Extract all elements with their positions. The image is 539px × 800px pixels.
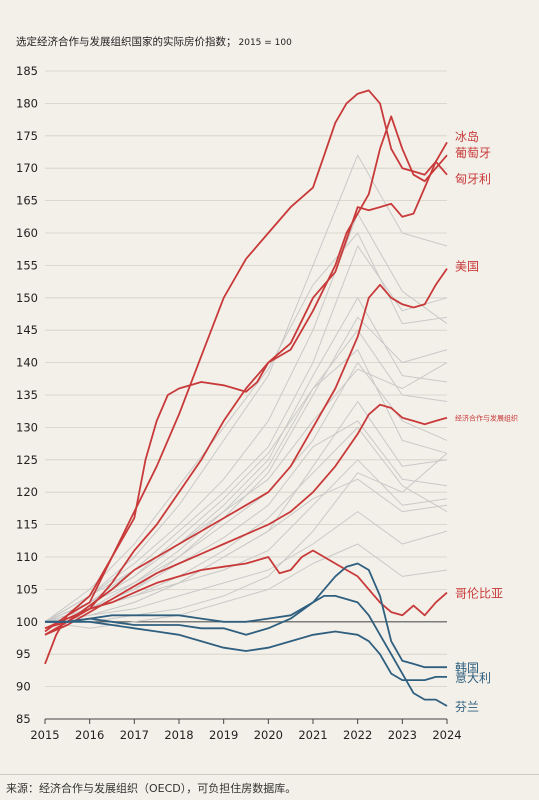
x-tick-label: 2018: [164, 728, 193, 742]
x-tick-label: 2016: [75, 728, 104, 742]
y-tick-label: 145: [16, 323, 38, 337]
background-series-line: [44, 401, 448, 623]
series-label: 芬兰: [455, 700, 479, 714]
y-tick-label: 130: [16, 420, 38, 434]
series-line: [44, 115, 448, 630]
y-tick-label: 115: [16, 518, 38, 532]
series-label: 葡萄牙: [455, 146, 491, 160]
series-line: [44, 89, 448, 633]
series-label: 韩国: [455, 660, 479, 675]
y-tick-label: 155: [16, 258, 38, 272]
chart-title-unit: 2015 = 100: [238, 38, 292, 48]
y-tick-label: 140: [16, 356, 38, 370]
series-line: [44, 549, 448, 630]
y-tick-label: 120: [16, 485, 38, 499]
x-tick-label: 2022: [343, 728, 372, 742]
background-series-line: [44, 478, 448, 623]
y-tick-label: 100: [16, 615, 38, 629]
background-series-line: [44, 213, 448, 623]
y-tick-label: 180: [16, 96, 38, 110]
x-tick-label: 2019: [209, 728, 238, 742]
series-label: 哥伦比亚: [455, 586, 503, 601]
y-tick-label: 160: [16, 226, 38, 240]
series-label: 经济合作与发展组织: [455, 414, 518, 423]
series-line: [44, 160, 448, 665]
y-tick-label: 175: [16, 129, 38, 143]
y-tick-label: 90: [16, 680, 31, 694]
x-tick-label: 2021: [298, 728, 327, 742]
footer-divider: [0, 774, 539, 775]
series-label: 冰岛: [455, 129, 479, 144]
x-tick-label: 2024: [432, 728, 461, 742]
y-tick-label: 85: [16, 712, 31, 726]
background-series-line: [44, 329, 448, 623]
y-tick-label: 125: [16, 453, 38, 467]
x-tick-label: 2020: [254, 728, 283, 742]
series-line: [45, 595, 448, 707]
chart-title: 选定经济合作与发展组织国家的实际房价指数； 2015 = 100: [16, 34, 292, 49]
background-series-line: [45, 452, 448, 623]
y-tick-label: 185: [16, 64, 38, 78]
y-tick-label: 170: [16, 161, 38, 175]
y-tick-label: 135: [16, 388, 38, 402]
y-tick-label: 105: [16, 582, 38, 596]
background-series-line: [44, 232, 448, 623]
y-tick-label: 110: [16, 550, 38, 564]
series-line: [45, 620, 447, 681]
background-series-line: [44, 362, 448, 623]
series-line: [44, 268, 448, 636]
y-tick-label: 95: [16, 647, 31, 661]
series-label: 意大利: [455, 670, 491, 685]
y-tick-label: 150: [16, 291, 38, 305]
series-line: [44, 403, 448, 636]
chart-title-text: 选定经济合作与发展组织国家的实际房价指数；: [16, 36, 237, 48]
y-tick-label: 165: [16, 194, 38, 208]
x-tick-label: 2015: [30, 728, 59, 742]
series-label: 匈牙利: [455, 172, 491, 186]
background-series-line: [44, 459, 448, 623]
source-note: 来源：经济合作与发展组织（OECD），可负担住房数据库。: [6, 782, 297, 795]
series-label: 美国: [455, 259, 479, 273]
x-tick-label: 2023: [388, 728, 417, 742]
background-series-line: [44, 154, 448, 623]
x-tick-label: 2017: [120, 728, 149, 742]
background-series-line: [44, 511, 448, 623]
